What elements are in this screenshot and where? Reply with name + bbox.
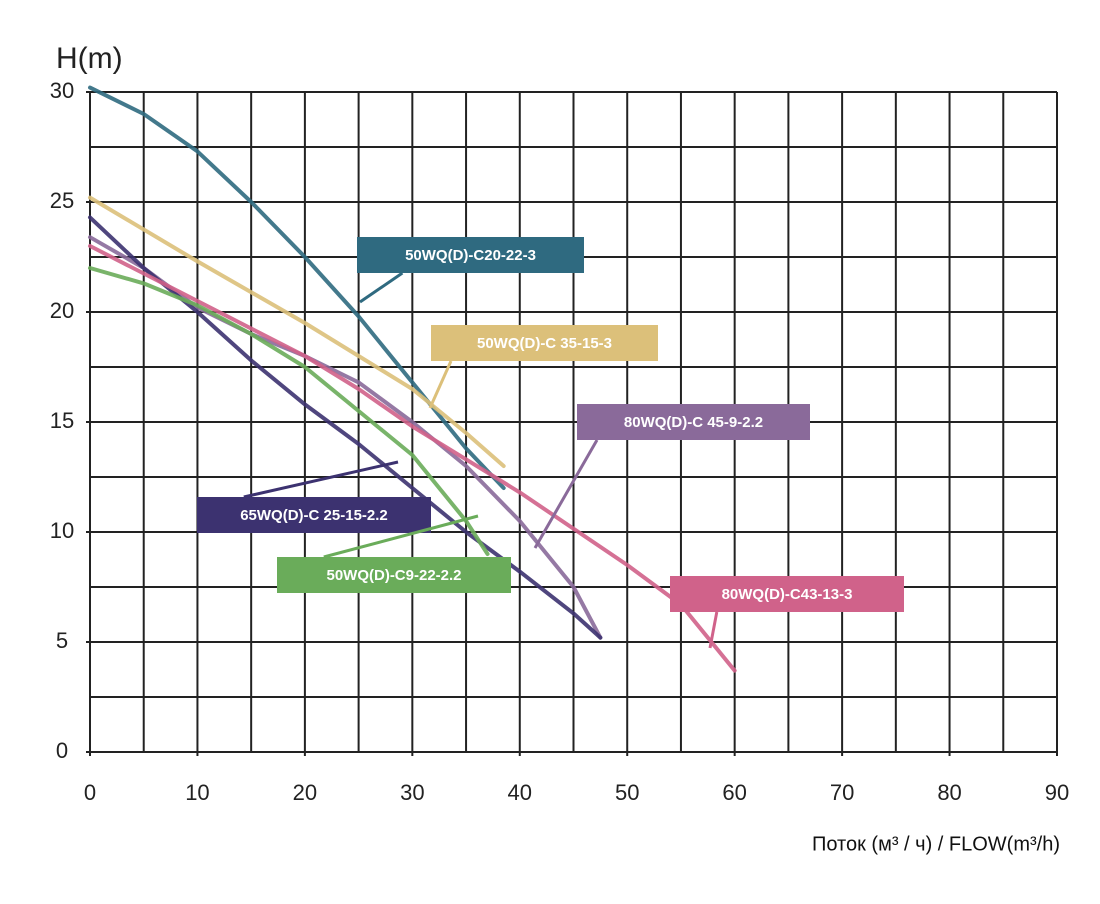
legend-box: [357, 237, 584, 273]
leader-line: [359, 271, 404, 304]
leader-line: [533, 439, 599, 549]
x-tick-label: 0: [84, 780, 96, 805]
x-tick-label: 80: [937, 780, 961, 805]
legend-box: [277, 557, 511, 593]
y-tick-label: 20: [50, 298, 74, 323]
x-tick-label: 40: [508, 780, 532, 805]
x-tick-label: 60: [722, 780, 746, 805]
series-line: [88, 85, 506, 490]
series-line: [88, 244, 737, 673]
legend-box: [577, 404, 810, 440]
legend-label: 65WQ(D)-C 25-15-2.2: [240, 507, 388, 524]
x-tick-label: 90: [1045, 780, 1069, 805]
y-tick-label: 10: [50, 518, 74, 543]
legend-label: 50WQ(D)-C20-22-3: [405, 247, 536, 264]
leader-line: [428, 360, 453, 409]
x-tick-label: 50: [615, 780, 639, 805]
x-tick-label: 10: [185, 780, 209, 805]
y-tick-label: 30: [50, 78, 74, 103]
x-axis-title: Поток (м³ / ч) / FLOW(m³/h): [812, 833, 1060, 855]
series-line: [88, 195, 506, 468]
y-tick-label: 0: [56, 738, 68, 763]
legend-label: 80WQ(D)-C 45-9-2.2: [624, 414, 763, 431]
x-tick-label: 30: [400, 780, 424, 805]
legend-label: 50WQ(D)-C 35-15-3: [477, 335, 612, 352]
legend-box: [670, 576, 904, 612]
leader-line: [323, 514, 479, 559]
y-axis-title: H(m): [56, 42, 123, 75]
legend-label: 80WQ(D)-C43-13-3: [722, 586, 853, 603]
series-line: [88, 266, 490, 556]
y-tick-label: 5: [56, 628, 68, 653]
x-tick-label: 70: [830, 780, 854, 805]
legend-box: [431, 325, 658, 361]
legend-box: [197, 497, 431, 533]
leader-line: [708, 611, 719, 649]
x-tick-label: 20: [293, 780, 317, 805]
leader-line: [243, 460, 399, 499]
legend-label: 50WQ(D)-C9-22-2.2: [326, 567, 461, 584]
y-tick-label: 15: [50, 408, 74, 433]
y-tick-label: 25: [50, 188, 74, 213]
